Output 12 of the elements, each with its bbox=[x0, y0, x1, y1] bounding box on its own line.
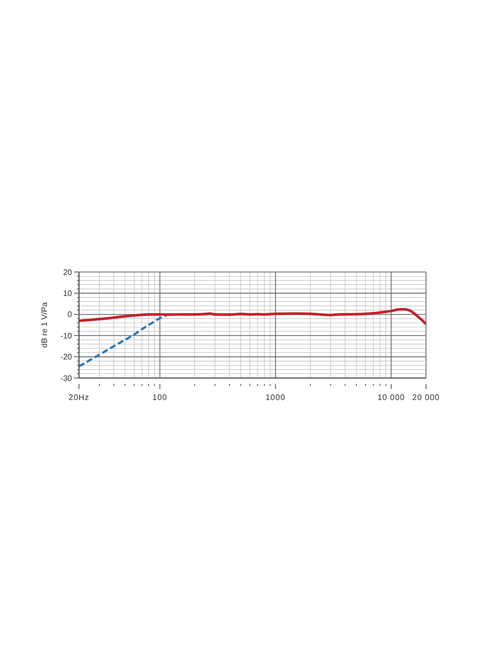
y-tick-label: -20 bbox=[60, 352, 73, 362]
y-tick-label: 0 bbox=[68, 310, 73, 320]
x-tick-label: 20 000 bbox=[412, 393, 440, 402]
y-tick-label: 20 bbox=[63, 268, 73, 277]
y-tick-label: 10 bbox=[63, 289, 73, 298]
x-tick-label: 20Hz bbox=[68, 393, 90, 402]
x-tick-label: 100 bbox=[152, 393, 168, 402]
y-tick-label: -30 bbox=[60, 374, 73, 383]
x-tick-label: 1000 bbox=[266, 393, 286, 402]
x-tick-label: 10 000 bbox=[377, 393, 405, 402]
y-axis-title: dB re 1 V/Pa bbox=[40, 302, 49, 348]
y-tick-label: -10 bbox=[60, 331, 73, 340]
